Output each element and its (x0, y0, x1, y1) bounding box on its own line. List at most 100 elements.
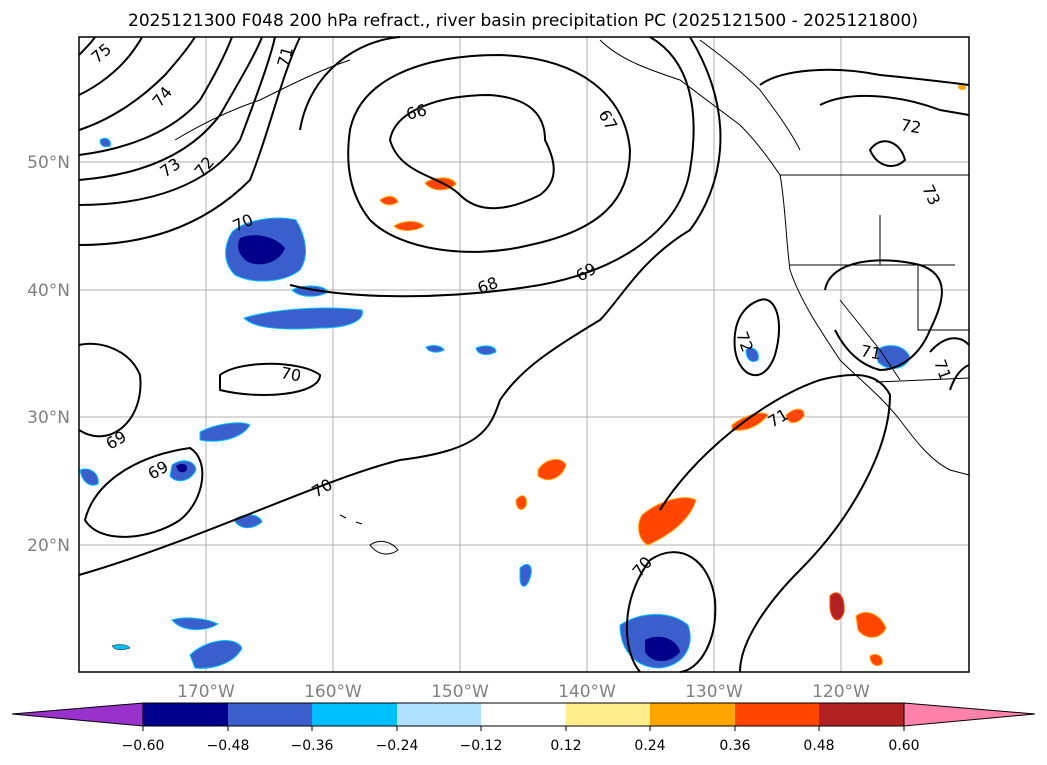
colorbar-segment (566, 703, 650, 726)
graticule (79, 37, 969, 672)
coastlines (174, 39, 970, 555)
precip-area (829, 592, 845, 621)
precip-area (171, 617, 220, 630)
colorbar-frame (142, 702, 905, 727)
colorbar-segment (143, 703, 228, 726)
precip-area (855, 612, 887, 638)
lat-label: 50°N (27, 153, 70, 173)
colorbar-tick-label: 0.36 (719, 738, 750, 754)
contour-69-west (78, 342, 142, 438)
colorbar-tick-label: −0.48 (207, 738, 250, 754)
north-america-coastline (599, 39, 970, 476)
contour-label: 72 (899, 115, 922, 137)
precip-area (519, 563, 532, 587)
colorbar-tick-label: −0.12 (460, 738, 503, 754)
longitude-labels: 170°W 160°W 150°W 140°W 130°W 120°W (177, 682, 870, 702)
map-panel: 75 74 73 72 71 70 66 67 68 69 70 69 69 7… (78, 36, 970, 673)
colorbar: −0.60 −0.48 −0.36 −0.24 −0.12 0.12 0.24 … (11, 702, 1036, 754)
lon-label: 170°W (177, 682, 235, 702)
precip-area (111, 644, 131, 650)
colorbar-tick-label: 0.24 (634, 738, 665, 754)
lat-label: 30°N (27, 408, 70, 428)
contour-70-closed (219, 362, 322, 396)
map-frame (78, 36, 970, 673)
contour-label: 66 (404, 100, 429, 124)
lon-label: 160°W (304, 682, 362, 702)
precip-area (99, 137, 111, 148)
precip-area (238, 235, 285, 265)
contour-label: 70 (279, 363, 302, 385)
colorbar-segment (481, 703, 566, 726)
precip-area (393, 221, 425, 231)
contour-72 (78, 36, 233, 156)
precip-area (645, 636, 680, 661)
precip-area (515, 495, 527, 510)
precip-area (243, 307, 363, 330)
colorbar-extend-high (903, 702, 1036, 727)
colorbar-tick-label: −0.60 (122, 738, 165, 754)
precip-area (537, 458, 567, 480)
colorbar-tick-label: 0.12 (550, 738, 581, 754)
colorbar-segment (397, 703, 481, 726)
contour-label: 71 (859, 341, 882, 363)
colorbar-ticks (142, 726, 905, 731)
aleutian-islands (174, 59, 351, 141)
alaska-panhandle-coast (699, 39, 801, 151)
contour-68 (289, 36, 695, 298)
colorbar-segment (312, 703, 397, 726)
contour-label: 71 (274, 44, 298, 69)
contour-69 (78, 36, 722, 576)
contour-70-south (625, 551, 717, 673)
lat-label: 20°N (27, 536, 70, 556)
lat-label: 40°N (27, 281, 70, 301)
precip-area (869, 653, 883, 667)
precip-area (638, 497, 697, 546)
precip-area (785, 408, 805, 424)
contour-66 (388, 93, 555, 210)
precip-area (189, 640, 243, 669)
lon-label: 130°W (685, 682, 743, 702)
contour-71 (78, 36, 263, 181)
contour-71-ca (824, 259, 943, 372)
precip-shading-positive (379, 84, 967, 667)
contour-70-north (78, 36, 276, 206)
refractivity-contours (78, 36, 970, 673)
precip-area (425, 345, 445, 353)
precip-area (958, 84, 967, 90)
colorbar-segment (735, 703, 819, 726)
precip-area (731, 412, 769, 431)
contour-74 (78, 36, 143, 96)
contour-71-south (659, 374, 892, 673)
colorbar-tick-label: −0.36 (291, 738, 334, 754)
colorbar-segment (228, 703, 312, 726)
colorbar-extend-low (11, 702, 144, 727)
colorbar-tick-label: 0.60 (888, 738, 919, 754)
lon-label: 140°W (558, 682, 616, 702)
contour-69-closed (83, 446, 204, 538)
colorbar-tick-label: −0.24 (376, 738, 419, 754)
us-mexico-border (875, 377, 970, 383)
contour-75 (78, 36, 96, 56)
latitude-labels: 50°N 40°N 30°N 20°N (27, 153, 70, 556)
contour-73 (78, 36, 196, 131)
hawaiian-islands (339, 514, 399, 555)
colorbar-tick-labels: −0.60 −0.48 −0.36 −0.24 −0.12 0.12 0.24 … (122, 738, 920, 754)
precip-area (79, 468, 99, 486)
precip-area (379, 195, 399, 206)
map-title: 2025121300 F048 200 hPa refract., river … (128, 11, 918, 31)
contour-67 (347, 53, 632, 253)
contour-72-closed (733, 298, 780, 376)
precip-area (199, 422, 251, 442)
lon-label: 150°W (431, 682, 489, 702)
precip-area (475, 345, 497, 356)
colorbar-tick-label: 0.48 (803, 738, 834, 754)
lon-label: 120°W (812, 682, 870, 702)
precip-area (745, 347, 759, 363)
colorbar-segment (819, 703, 904, 726)
colorbar-segment (650, 703, 735, 726)
contour-72-se (929, 337, 970, 391)
precip-area (176, 463, 188, 473)
contour-72-73-ne (759, 68, 970, 167)
precip-shading-negative (79, 137, 911, 669)
